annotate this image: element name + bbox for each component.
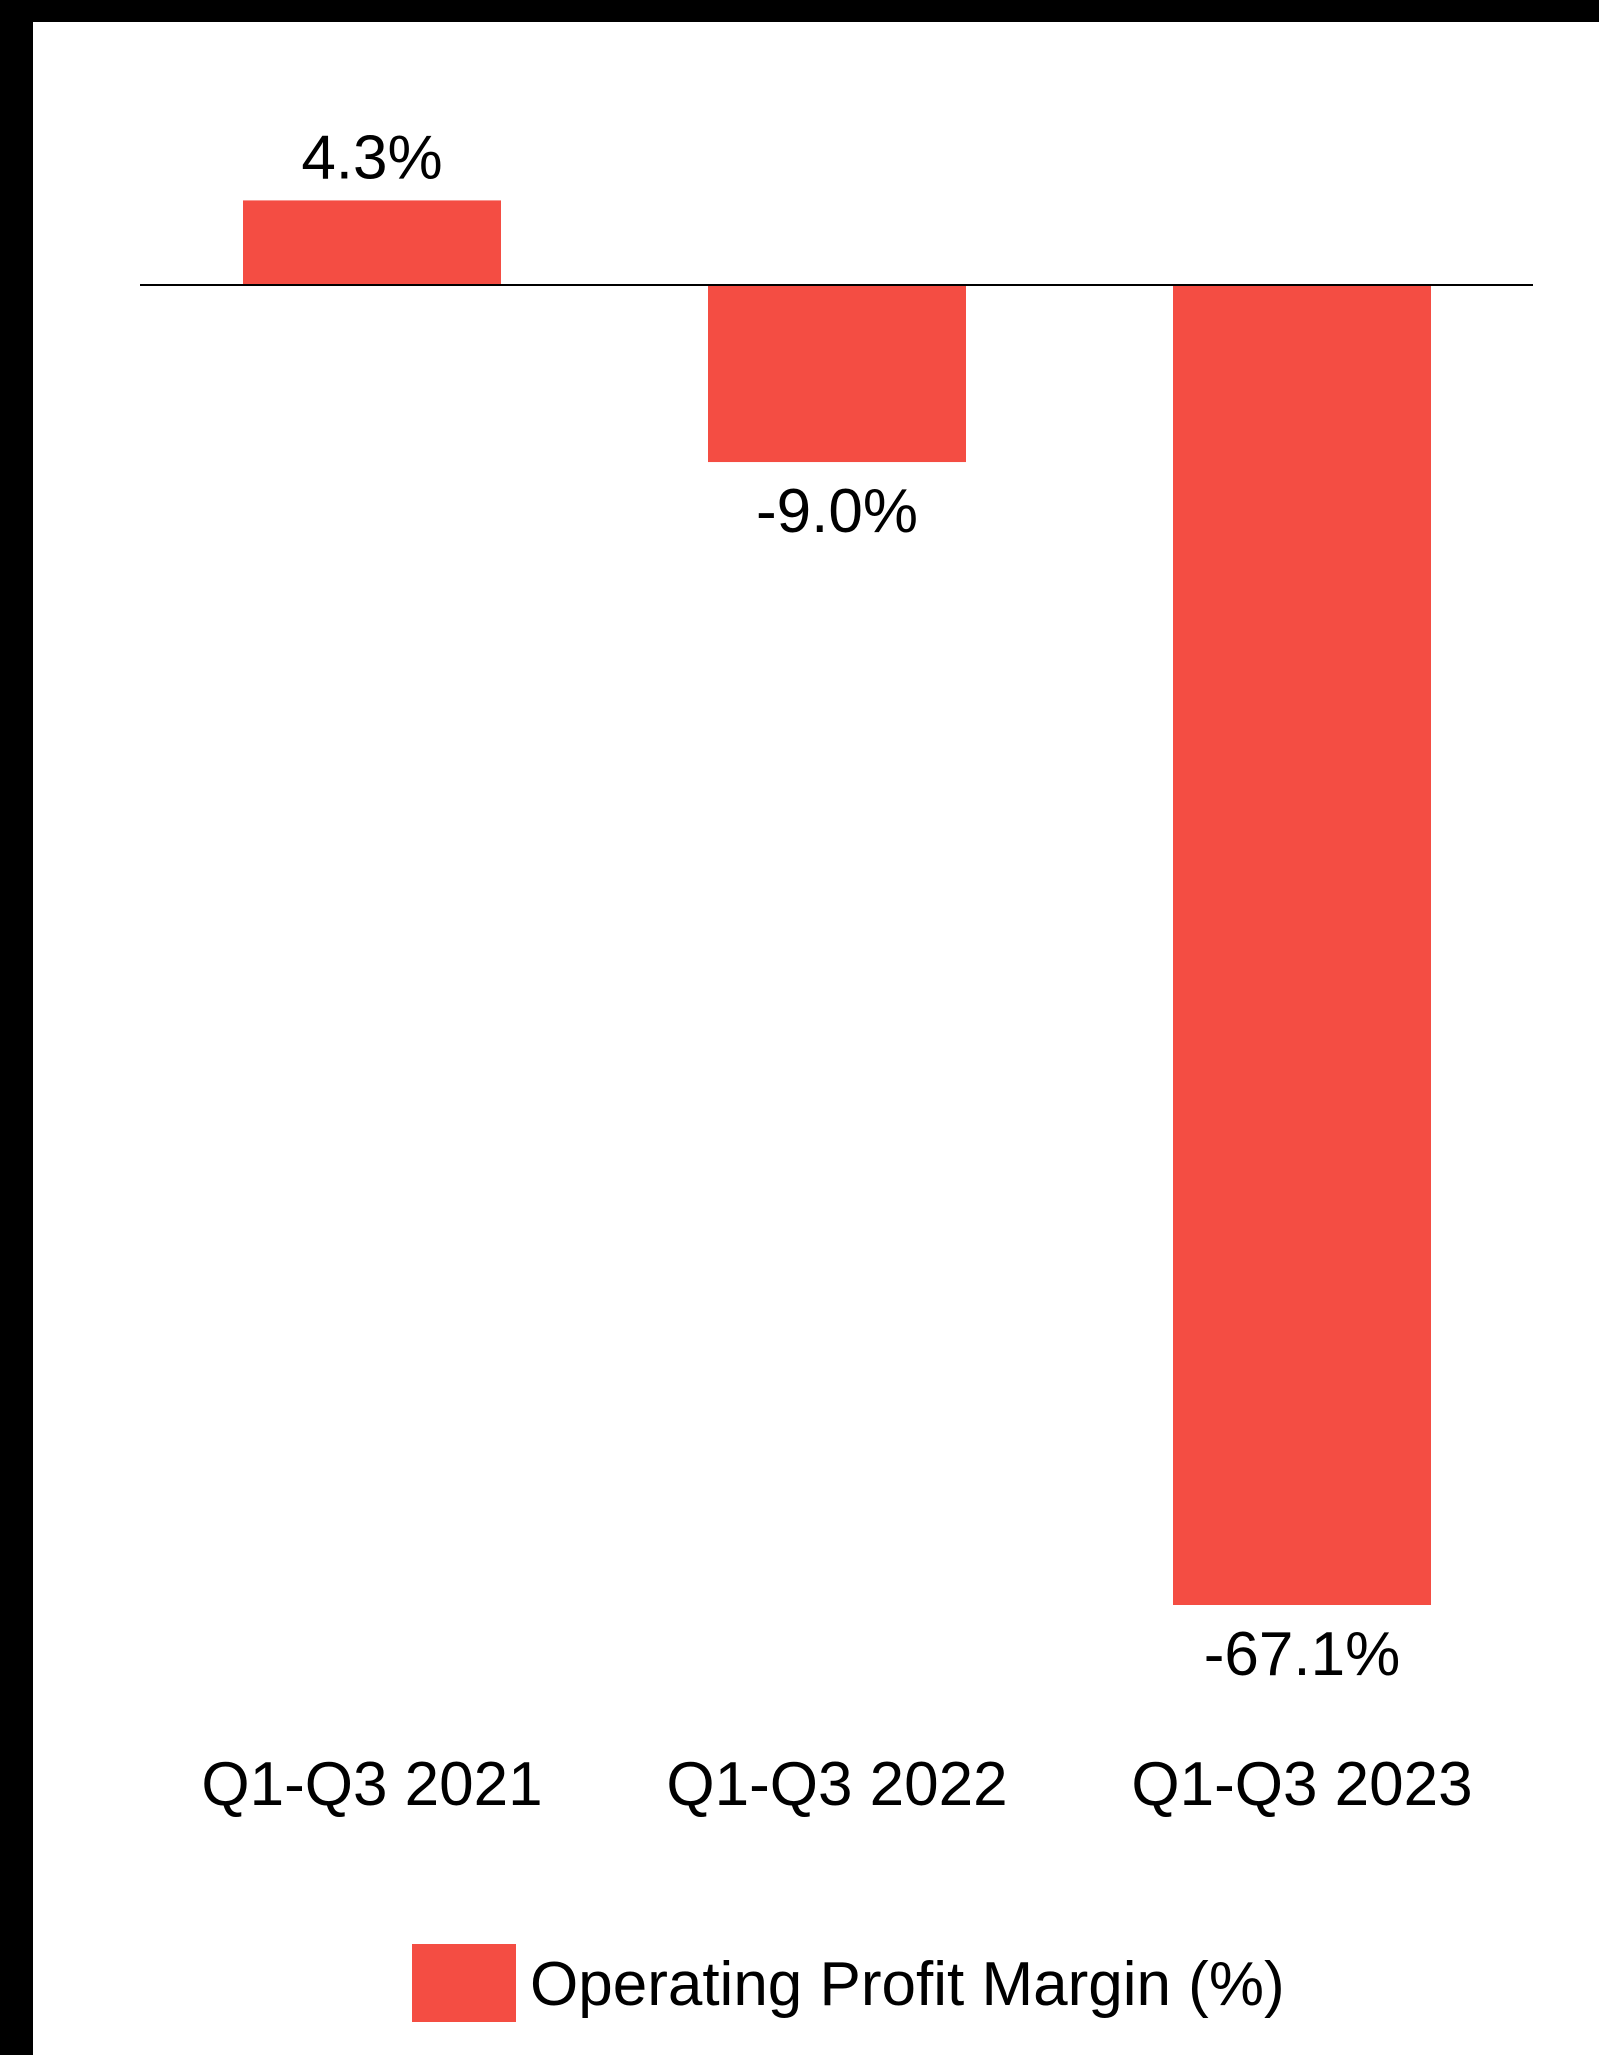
legend-swatch [412,1944,516,2022]
bars-group [243,200,1431,1605]
x-tick-label-2: Q1-Q3 2022 [666,1750,1007,1819]
x-tick-label-3: Q1-Q3 2023 [1131,1750,1472,1819]
bar-1 [243,200,501,285]
x-axis-tick-labels: Q1-Q3 2021 Q1-Q3 2022 Q1-Q3 2023 [201,1750,1472,1819]
legend-label: Operating Profit Margin (%) [530,1950,1285,2019]
data-label-3: -67.1% [1204,1620,1400,1689]
data-labels-group: 4.3% -9.0% -67.1% [301,123,1400,1689]
bar-3 [1173,285,1431,1605]
data-label-1: 4.3% [301,123,442,192]
legend: Operating Profit Margin (%) [412,1944,1285,2022]
data-label-2: -9.0% [756,477,918,546]
bar-2 [708,285,966,463]
x-tick-label-1: Q1-Q3 2021 [201,1750,542,1819]
